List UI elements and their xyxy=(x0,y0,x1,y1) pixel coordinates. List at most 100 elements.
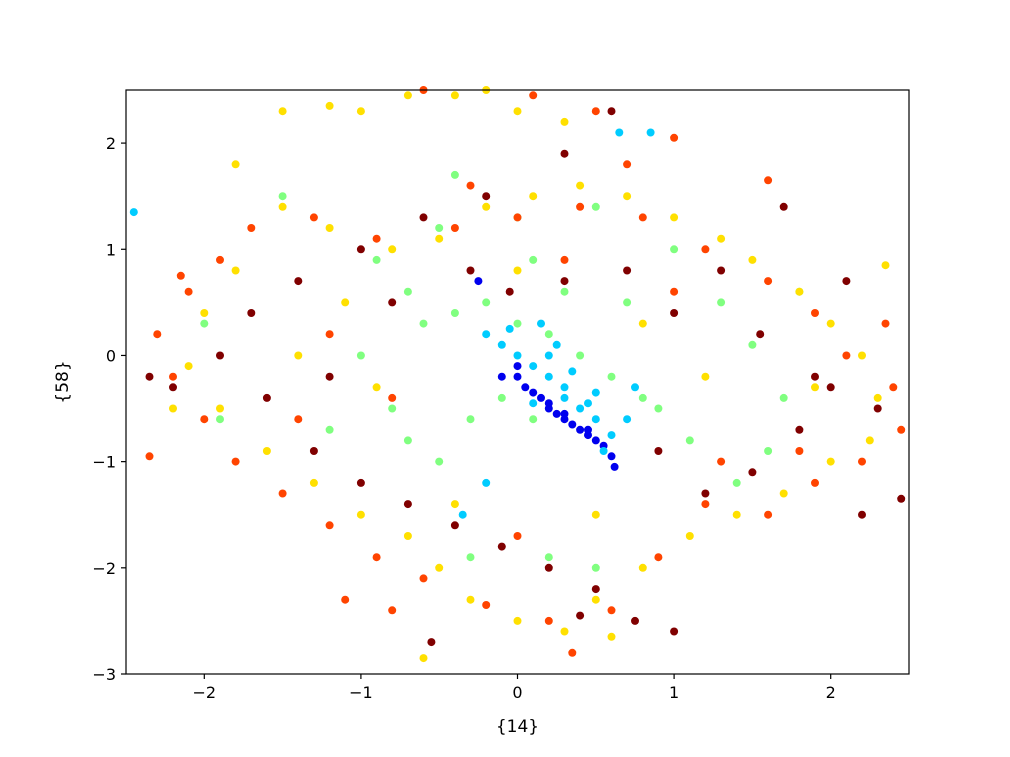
point-0-1 xyxy=(521,383,530,392)
point-4-19 xyxy=(764,510,773,519)
point-1-9 xyxy=(623,415,632,424)
point-2-8 xyxy=(388,404,397,413)
point-2-17 xyxy=(435,224,444,232)
point-2-39 xyxy=(685,436,694,445)
point-3-12 xyxy=(435,234,444,243)
point-2-33 xyxy=(200,319,209,328)
point-1-1 xyxy=(513,351,522,360)
point-5-13 xyxy=(403,500,412,509)
point-3-35 xyxy=(403,532,412,540)
point-4-38 xyxy=(388,606,397,615)
point-4-33 xyxy=(184,287,193,296)
point-2-31 xyxy=(591,563,600,572)
x-tick-label: −1 xyxy=(349,683,373,702)
point-4-1 xyxy=(529,91,538,100)
point-5-34 xyxy=(779,202,788,211)
point-3-38 xyxy=(262,447,271,455)
point-3-52 xyxy=(591,510,600,519)
point-4-4 xyxy=(247,224,256,232)
point-2-4 xyxy=(544,330,553,339)
point-2-29 xyxy=(466,553,475,562)
point-1-4 xyxy=(560,383,569,392)
point-4-10 xyxy=(638,213,647,222)
point-4-37 xyxy=(341,595,350,604)
point-2-5 xyxy=(576,351,585,360)
point-5-14 xyxy=(450,521,459,530)
x-tick-label: 0 xyxy=(512,683,522,702)
point-3-4 xyxy=(450,91,459,100)
point-2-32 xyxy=(278,192,287,201)
point-2-0 xyxy=(419,319,428,328)
point-4-30 xyxy=(200,415,209,424)
y-tick-label: 2 xyxy=(106,134,116,153)
point-5-0 xyxy=(607,107,616,116)
point-5-28 xyxy=(670,309,679,317)
point-2-26 xyxy=(654,404,663,413)
point-5-19 xyxy=(670,627,679,636)
point-4-27 xyxy=(325,521,334,530)
point-5-24 xyxy=(873,404,882,413)
point-5-23 xyxy=(826,383,835,392)
point-3-33 xyxy=(466,595,475,604)
point-2-9 xyxy=(403,436,412,445)
point-4-46 xyxy=(513,532,522,540)
point-4-40 xyxy=(881,319,890,328)
point-3-34 xyxy=(435,563,444,572)
plot-frame xyxy=(125,89,910,675)
point-4-2 xyxy=(591,107,600,116)
point-4-45 xyxy=(717,457,726,466)
point-3-21 xyxy=(826,319,835,328)
point-5-41 xyxy=(842,277,851,286)
point-4-39 xyxy=(764,176,773,185)
point-3-54 xyxy=(811,383,819,392)
point-4-5 xyxy=(309,213,318,222)
point-4-51 xyxy=(568,648,577,657)
point-0-8 xyxy=(576,425,585,434)
point-5-9 xyxy=(145,372,154,381)
point-4-12 xyxy=(764,277,773,286)
point-4-50 xyxy=(466,181,475,190)
point-4-14 xyxy=(842,351,851,360)
x-axis-label: {14} xyxy=(496,717,539,737)
point-3-49 xyxy=(513,266,522,275)
point-3-39 xyxy=(216,404,224,413)
point-0-10 xyxy=(591,436,600,445)
point-5-21 xyxy=(748,468,757,477)
point-3-25 xyxy=(826,457,835,466)
point-3-36 xyxy=(356,510,365,519)
point-3-7 xyxy=(560,117,569,126)
point-1-11 xyxy=(537,319,545,328)
point-4-43 xyxy=(560,255,569,264)
point-3-30 xyxy=(591,595,600,604)
point-3-45 xyxy=(881,261,890,270)
point-1-21 xyxy=(584,399,592,408)
point-2-7 xyxy=(638,393,647,402)
point-3-2 xyxy=(356,107,365,116)
point-2-6 xyxy=(607,372,616,381)
point-5-20 xyxy=(701,489,710,498)
point-3-29 xyxy=(638,563,647,572)
point-3-31 xyxy=(560,627,569,636)
point-3-14 xyxy=(529,192,538,201)
point-2-38 xyxy=(403,287,412,296)
point-0-16 xyxy=(513,362,522,371)
point-3-8 xyxy=(231,160,240,169)
point-2-2 xyxy=(482,298,491,307)
y-tick-label: −3 xyxy=(92,665,116,684)
y-tick-label: 1 xyxy=(106,240,116,259)
point-3-27 xyxy=(732,510,741,519)
point-2-3 xyxy=(513,319,522,328)
point-1-23 xyxy=(544,351,553,360)
point-1-12 xyxy=(552,340,561,349)
point-3-32 xyxy=(513,616,522,625)
point-3-48 xyxy=(372,383,381,392)
y-tick-label: −1 xyxy=(92,453,116,472)
point-2-22 xyxy=(748,340,757,349)
point-1-0 xyxy=(497,340,506,349)
point-1-18 xyxy=(482,478,491,487)
point-5-22 xyxy=(795,425,804,434)
point-1-16 xyxy=(646,128,655,137)
point-2-37 xyxy=(529,255,538,264)
point-4-22 xyxy=(607,606,616,615)
point-4-3 xyxy=(670,133,679,142)
